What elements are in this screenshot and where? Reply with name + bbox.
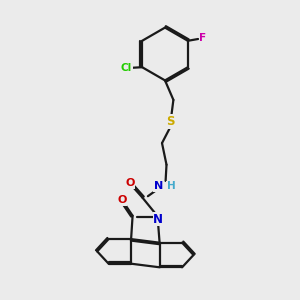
Text: N: N [154, 181, 163, 191]
Text: O: O [117, 195, 127, 205]
Text: S: S [166, 115, 175, 128]
Text: Cl: Cl [121, 63, 132, 73]
Text: N: N [153, 213, 163, 226]
Text: H: H [167, 181, 176, 191]
Text: F: F [199, 33, 206, 43]
Text: O: O [125, 178, 135, 188]
